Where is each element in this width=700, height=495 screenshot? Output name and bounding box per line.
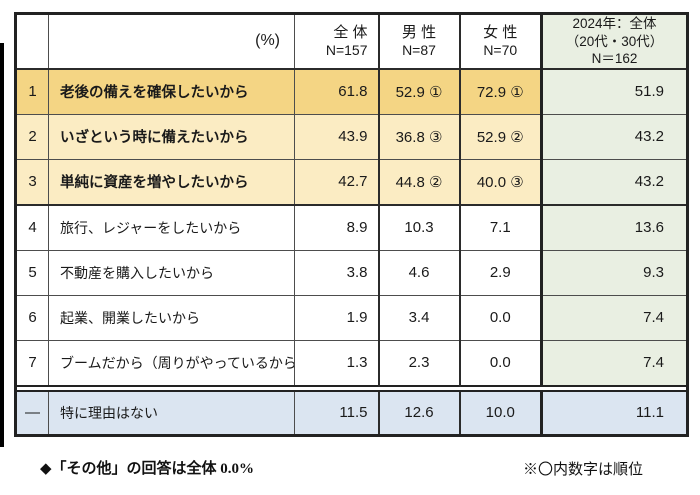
- female-value-cell: 0.0: [458, 294, 542, 341]
- y2024-value-cell: 51.9: [540, 68, 688, 115]
- separator-cell: [15, 384, 688, 392]
- y2024-value-cell: 7.4: [540, 339, 688, 387]
- table-row-4: 4 旅行、レジャーをしたいから 8.9 10.3 7.1 13.6: [15, 204, 688, 251]
- header-male-label: 男 性: [401, 23, 437, 41]
- male-value-cell: 44.8 ②: [377, 158, 460, 206]
- table-row-6: 6 起業、開業したいから 1.9 3.4 0.0 7.4: [15, 294, 688, 341]
- left-edge-artifact: [0, 43, 4, 447]
- header-row: (%) 全 体 N=157 男 性 N=87 女 性 N=70 2024年：全体…: [15, 12, 688, 70]
- total-value-cell: 1.9: [294, 294, 379, 341]
- total-value-cell: 43.9: [294, 113, 379, 160]
- rank-cell: —: [15, 390, 49, 436]
- male-value-cell: 4.6: [377, 249, 460, 296]
- header-2024-n: N＝162: [591, 51, 638, 67]
- female-value-cell: 0.0: [458, 339, 542, 387]
- y2024-value-cell: 43.2: [540, 113, 688, 160]
- header-percent-label: (%): [48, 12, 295, 70]
- header-female-label: 女 性: [483, 23, 518, 41]
- rank-cell: 4: [15, 204, 49, 251]
- double-line-separator: [15, 384, 688, 392]
- rank-cell: 7: [15, 339, 49, 387]
- female-value-cell: 2.9: [458, 249, 542, 296]
- header-2024-line2: （20代・30代）: [565, 33, 664, 49]
- female-value-cell: 52.9 ②: [458, 113, 542, 160]
- header-female-column: 女 性 N=70: [458, 12, 542, 70]
- y2024-value-cell: 13.6: [540, 204, 688, 251]
- header-total-n: N=157: [325, 42, 368, 59]
- footnote-circled-numbers: ※〇内数字は順位: [523, 462, 644, 478]
- reason-cell: 単純に資産を増やしたいから: [48, 158, 295, 206]
- reason-cell: 特に理由はない: [48, 390, 295, 436]
- header-rank-cell: [15, 12, 49, 70]
- reason-cell: ブームだから（周りがやっているから）: [48, 339, 295, 387]
- table-row-2: 2 いざという時に備えたいから 43.9 36.8 ③ 52.9 ② 43.2: [15, 113, 688, 160]
- table-row-3: 3 単純に資産を増やしたいから 42.7 44.8 ② 40.0 ③ 43.2: [15, 158, 688, 206]
- total-value-cell: 1.3: [294, 339, 379, 387]
- reason-cell: いざという時に備えたいから: [48, 113, 295, 160]
- reason-cell: 起業、開業したいから: [48, 294, 295, 341]
- rank-cell: 3: [15, 158, 49, 206]
- female-value-cell: 10.0: [458, 390, 542, 436]
- footnote-other-answers: ◆「その他」の回答は全体 0.0%: [40, 461, 255, 477]
- header-male-n: N=87: [402, 42, 436, 59]
- table-row-5: 5 不動産を購入したいから 3.8 4.6 2.9 9.3: [15, 249, 688, 296]
- reason-cell: 不動産を購入したいから: [48, 249, 295, 296]
- rank-cell: 5: [15, 249, 49, 296]
- table-row-no-reason: — 特に理由はない 11.5 12.6 10.0 11.1: [15, 390, 688, 436]
- reason-cell: 旅行、レジャーをしたいから: [48, 204, 295, 251]
- rank-cell: 2: [15, 113, 49, 160]
- header-total-column: 全 体 N=157: [294, 12, 379, 70]
- male-value-cell: 3.4: [377, 294, 460, 341]
- male-value-cell: 12.6: [377, 390, 460, 436]
- header-male-column: 男 性 N=87: [377, 12, 460, 70]
- female-value-cell: 72.9 ①: [458, 68, 542, 115]
- header-total-label: 全 体: [333, 23, 368, 41]
- header-2024-column: 2024年：全体 （20代・30代） N＝162: [540, 12, 688, 70]
- female-value-cell: 40.0 ③: [458, 158, 542, 206]
- y2024-value-cell: 43.2: [540, 158, 688, 206]
- total-value-cell: 3.8: [294, 249, 379, 296]
- survey-results-table: (%) 全 体 N=157 男 性 N=87 女 性 N=70 2024年：全体…: [14, 12, 689, 437]
- total-value-cell: 61.8: [294, 68, 379, 115]
- header-female-n: N=70: [483, 42, 518, 59]
- male-value-cell: 2.3: [377, 339, 460, 387]
- male-value-cell: 10.3: [377, 204, 460, 251]
- rank-cell: 6: [15, 294, 49, 341]
- header-2024-line1: 2024年：全体: [572, 16, 657, 31]
- reason-cell: 老後の備えを確保したいから: [48, 68, 295, 115]
- y2024-value-cell: 11.1: [540, 390, 688, 436]
- table-row-1: 1 老後の備えを確保したいから 61.8 52.9 ① 72.9 ① 51.9: [15, 68, 688, 115]
- y2024-value-cell: 7.4: [540, 294, 688, 341]
- y2024-value-cell: 9.3: [540, 249, 688, 296]
- total-value-cell: 11.5: [294, 390, 379, 436]
- male-value-cell: 36.8 ③: [377, 113, 460, 160]
- male-value-cell: 52.9 ①: [377, 68, 460, 115]
- female-value-cell: 7.1: [458, 204, 542, 251]
- total-value-cell: 42.7: [294, 158, 379, 206]
- total-value-cell: 8.9: [294, 204, 379, 251]
- rank-cell: 1: [15, 68, 49, 115]
- table-row-7: 7 ブームだから（周りがやっているから） 1.3 2.3 0.0 7.4: [15, 339, 688, 387]
